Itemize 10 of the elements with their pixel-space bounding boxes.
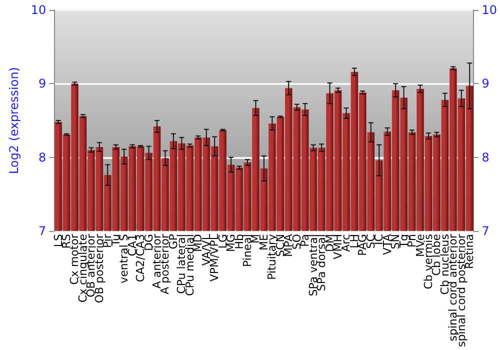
y-tick-label: 7 [38, 224, 46, 238]
y-tick-label: 8 [38, 150, 46, 164]
y2-tick-label: 7 [482, 224, 490, 238]
y2-tick-label: 8 [482, 150, 490, 164]
y-tick-label: 9 [38, 76, 46, 91]
x-tick-label: Pituitary [266, 234, 279, 280]
y2-tick-label: 10 [482, 3, 498, 17]
y-axis-title: Log2 (expression) [7, 67, 21, 174]
y-tick-label: 10 [30, 3, 46, 17]
y2-tick-label: 9 [482, 76, 490, 91]
